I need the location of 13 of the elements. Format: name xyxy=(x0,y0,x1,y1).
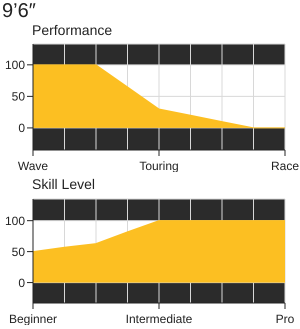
y-tick-label: 0 xyxy=(18,276,26,290)
y-tick-label: 100 xyxy=(4,214,26,228)
x-tick-label: Pro xyxy=(276,312,295,326)
y-tick-label: 50 xyxy=(12,244,26,259)
chart-subtitle: Performance xyxy=(32,22,112,38)
x-tick-label: Intermediate xyxy=(126,312,193,326)
x-tick-label: Race xyxy=(270,159,300,173)
y-tick-label: 0 xyxy=(18,121,26,136)
chart-title: 9’6″ xyxy=(2,0,36,23)
y-tick-label: 100 xyxy=(4,58,26,72)
x-tick-label: Wave xyxy=(18,159,48,173)
chart-subtitle: Skill Level xyxy=(32,176,96,192)
y-tick-label: 50 xyxy=(12,90,26,104)
